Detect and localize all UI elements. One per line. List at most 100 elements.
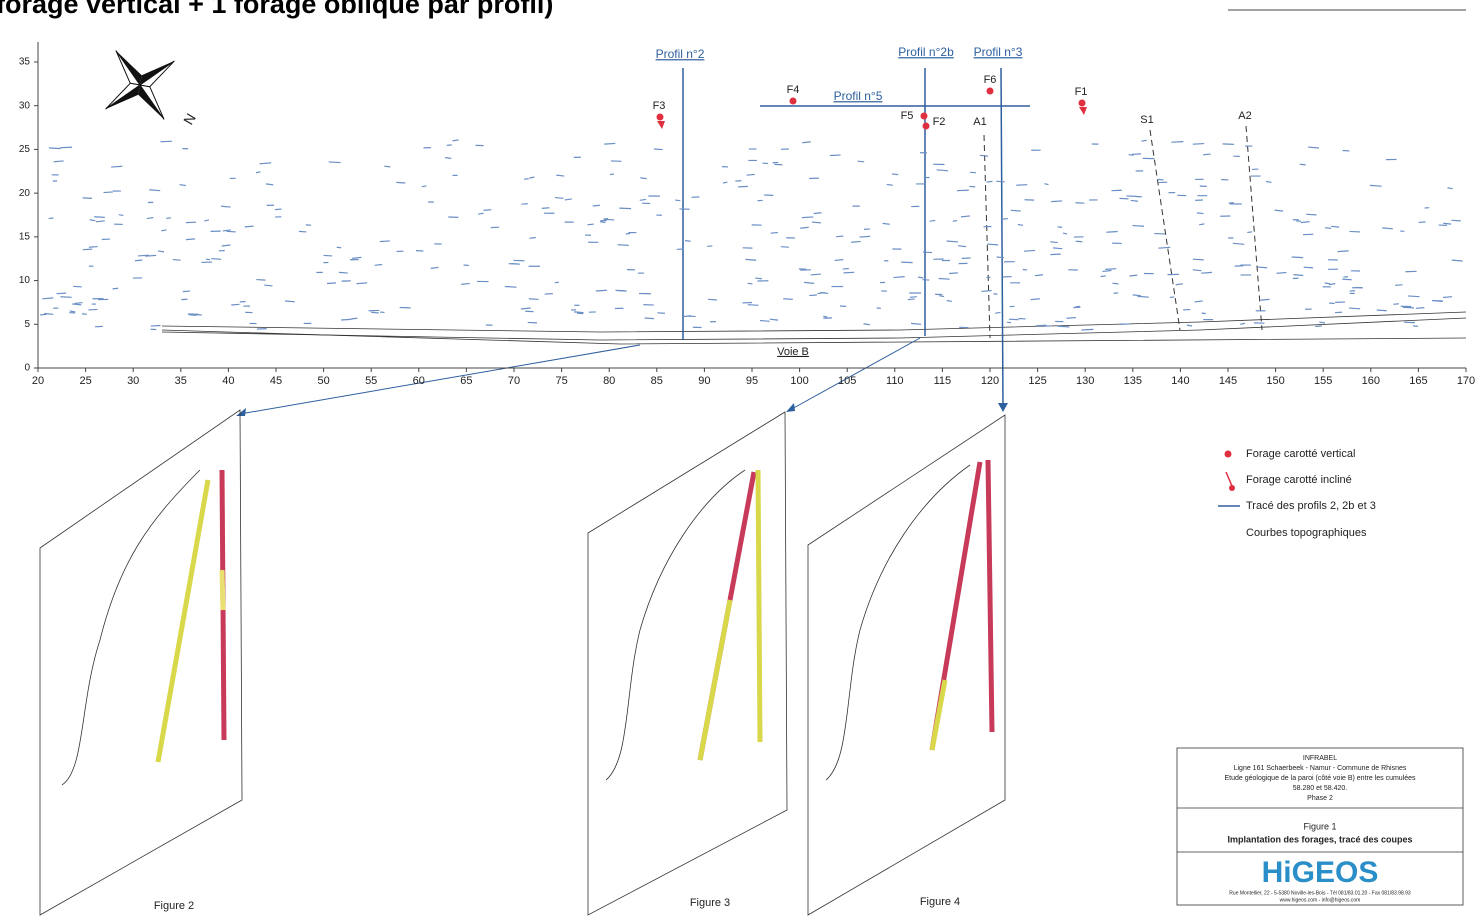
figure-caption: Figure 4 (920, 896, 960, 908)
contour-dash (1418, 221, 1426, 224)
tb-text: Ligne 161 Schaerbeek - Namur - Commune d… (1234, 765, 1407, 772)
contour-dash (529, 236, 536, 239)
contour-dash (946, 299, 952, 303)
contour-dash (1260, 298, 1270, 301)
contour-dash (599, 221, 606, 224)
contour-dash (939, 295, 945, 298)
contour-dash (1415, 307, 1425, 309)
contour-dash (1257, 266, 1268, 269)
contour-dash (891, 173, 899, 176)
contour-dash (1051, 200, 1063, 203)
contour-dash (901, 261, 913, 264)
contour-dash (907, 298, 915, 301)
contour-dash (986, 180, 993, 183)
north: N (180, 111, 199, 128)
borehole (1078, 99, 1086, 107)
x-tick-label: 45 (270, 375, 282, 387)
contour-dash (1106, 230, 1118, 233)
contour-dash (587, 223, 594, 226)
contour-dash (53, 160, 64, 163)
tb-text: www.higeos.com - info@higeos.com (1280, 897, 1361, 903)
contour-dash (73, 285, 82, 288)
contour-dash (946, 240, 959, 243)
contour-dash (1303, 266, 1314, 269)
contour-dash (1201, 312, 1206, 315)
ground-line (161, 329, 1467, 345)
contour-dash (379, 240, 390, 243)
contour-dash (554, 196, 564, 199)
contour-dash (528, 298, 539, 301)
contour-dash (1328, 283, 1336, 286)
x-tick-label: 40 (222, 375, 234, 387)
contour-dash (1291, 256, 1304, 259)
contour-dash (1431, 299, 1443, 303)
contour-dash (1057, 226, 1063, 228)
tb-text: Figure 1 (1303, 821, 1336, 831)
contour-dash (1308, 146, 1320, 149)
contour-dash (1141, 139, 1147, 142)
contour-dash (1100, 275, 1106, 278)
contour-dash (1300, 221, 1310, 224)
contour-dash (172, 258, 181, 261)
contour-dash (1232, 242, 1245, 245)
x-tick-label: 150 (1266, 375, 1284, 387)
contour-dash (338, 271, 348, 274)
contour-dash (1299, 163, 1306, 166)
contour-dash (74, 301, 83, 305)
x-tick-label: 95 (746, 375, 758, 387)
contour-dash (1075, 240, 1083, 243)
contour-dash (834, 259, 844, 262)
contour-dash (356, 282, 368, 285)
contour-dash (1030, 298, 1040, 301)
contour-dash (94, 216, 105, 218)
contour-dash (323, 254, 333, 257)
contour-dash (1017, 223, 1024, 226)
borehole (920, 112, 928, 120)
contour-dash (231, 303, 240, 306)
contour-dash (1132, 224, 1145, 227)
x-tick-label: 105 (838, 375, 856, 387)
contour-dash (746, 173, 755, 176)
borehole-label: A1 (973, 116, 986, 128)
x-tick-label: 70 (508, 375, 520, 387)
contour-dash (185, 238, 196, 241)
contour-dash (882, 222, 890, 225)
contour-dash (259, 162, 272, 165)
contour-dash (996, 180, 1005, 183)
contour-dash (69, 310, 76, 313)
contour-dash (82, 248, 93, 251)
contour-dash (800, 226, 809, 229)
contour-dash (88, 245, 98, 248)
profile-label: Profil n°2 (656, 47, 705, 61)
y-tick-label: 0 (24, 363, 30, 374)
y-tick-label: 20 (19, 188, 31, 199)
x-tick-label: 145 (1219, 375, 1237, 387)
x-tick-label: 30 (127, 375, 139, 387)
contour-dash (1451, 219, 1461, 222)
x-tick-label: 165 (1409, 375, 1427, 387)
contour-dash (1112, 282, 1119, 285)
figure-3 (587, 411, 788, 916)
contour-dash (564, 198, 572, 201)
contour-dash (1186, 324, 1193, 327)
contour-dash (179, 184, 187, 187)
contour-dash (1129, 274, 1138, 277)
x-tick-label: 135 (1124, 375, 1142, 387)
contour-dash (1395, 284, 1403, 286)
contour-dash (1062, 232, 1068, 235)
contour-dash (504, 285, 517, 288)
contour-dash (929, 219, 936, 222)
contour-dash (804, 281, 815, 284)
contour-dash (444, 157, 452, 159)
contour-dash (221, 244, 231, 247)
borehole (922, 122, 930, 130)
contour-dash (95, 220, 105, 223)
contour-dash (1382, 227, 1393, 230)
contour-dash (384, 165, 391, 168)
contour-dash (722, 181, 728, 184)
arrow-head (236, 408, 246, 416)
x-tick-label: 155 (1314, 375, 1332, 387)
oblique-trace (983, 134, 991, 339)
contour-dash (1192, 258, 1204, 261)
contour-dash (813, 212, 822, 215)
